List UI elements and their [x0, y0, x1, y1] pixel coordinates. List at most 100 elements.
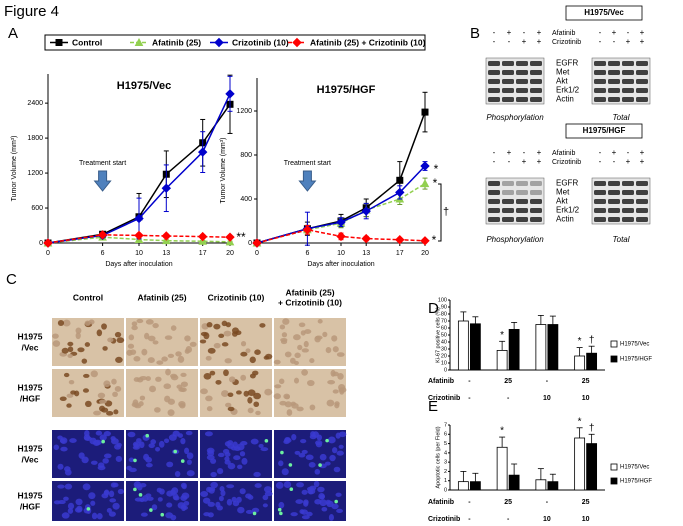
cell	[60, 437, 68, 444]
treatment-sign: -	[599, 37, 602, 46]
blot-band	[622, 70, 634, 75]
y-tick-label: 800	[240, 152, 252, 159]
cell	[210, 481, 218, 489]
cell	[182, 505, 189, 510]
row-label: /Vec	[21, 342, 38, 352]
marker	[225, 232, 235, 242]
x-axis-label: Days after inoculation	[105, 261, 172, 268]
bar	[508, 328, 520, 371]
cell	[247, 396, 253, 404]
cell	[84, 400, 92, 408]
cell	[166, 502, 173, 508]
cell	[251, 507, 260, 513]
cell	[139, 497, 145, 503]
treatment-label: 25	[582, 378, 590, 385]
cell	[237, 464, 243, 470]
marker	[396, 176, 404, 184]
annotation: *	[500, 330, 504, 341]
marker	[197, 147, 208, 157]
cell	[298, 322, 306, 328]
cell	[147, 335, 156, 342]
cell	[52, 333, 59, 339]
blot-band	[516, 97, 528, 102]
cell	[225, 402, 232, 408]
cell	[57, 463, 64, 470]
legend-swatch	[610, 340, 618, 348]
cell	[97, 462, 105, 468]
bar	[586, 443, 598, 491]
blot-title: H1975/Vec	[584, 8, 624, 17]
column-header: Afatinib (25)	[285, 287, 334, 297]
cell	[286, 409, 293, 416]
cell	[265, 353, 273, 360]
bar	[574, 355, 586, 371]
cell	[116, 337, 125, 344]
apoptotic-cell	[264, 439, 269, 443]
blot-band	[530, 61, 542, 66]
y-tick-label: 1200	[236, 108, 252, 115]
cell	[250, 438, 259, 445]
cell	[306, 511, 313, 517]
marker	[161, 231, 172, 241]
cell	[275, 481, 284, 489]
blot-band	[636, 97, 648, 102]
cell	[215, 379, 222, 385]
cell	[279, 400, 287, 406]
cell	[184, 348, 190, 354]
treatment-sign: -	[493, 148, 496, 157]
cell	[93, 410, 102, 416]
cell	[206, 454, 215, 461]
blot-band	[636, 88, 648, 93]
cell	[326, 399, 335, 407]
blot-band	[636, 199, 648, 204]
treatment-label: -	[468, 378, 471, 385]
treatment-name: Afatinib	[428, 378, 454, 385]
cell	[283, 481, 292, 488]
cell	[316, 434, 323, 441]
row-label: /HGF	[20, 501, 40, 511]
y-tick-label: 1	[444, 478, 447, 484]
treatment-sign: -	[599, 28, 602, 37]
cell	[308, 462, 316, 468]
y-tick-label: 0	[39, 240, 43, 247]
treatment-sign: -	[627, 148, 630, 157]
cell	[127, 431, 136, 438]
cell	[145, 319, 154, 325]
error-bar	[549, 315, 556, 325]
cell	[154, 407, 161, 413]
marker	[225, 89, 235, 99]
error-bar	[472, 316, 479, 324]
cell	[245, 509, 254, 515]
blot-band	[502, 79, 514, 84]
legend-swatch	[610, 463, 618, 471]
cell	[227, 462, 236, 470]
treatment-sign: +	[507, 148, 512, 157]
apoptotic-cell	[277, 507, 282, 512]
error-bar	[460, 471, 467, 482]
cell	[290, 512, 298, 517]
cell	[280, 337, 288, 343]
cell	[253, 392, 262, 400]
cell	[327, 436, 336, 444]
cell	[96, 513, 103, 520]
cell	[131, 321, 138, 327]
cell	[75, 498, 83, 506]
cell	[219, 485, 225, 492]
marker	[361, 206, 371, 216]
blot-band	[488, 79, 500, 84]
cell	[69, 438, 77, 443]
legend-label: H1975/HGF	[620, 479, 652, 485]
treatment-label: 10	[582, 395, 590, 402]
annotation: *	[578, 416, 582, 427]
blot-band	[608, 181, 620, 186]
cell	[227, 406, 235, 412]
marker	[43, 238, 53, 248]
legend-label: Control	[72, 37, 102, 47]
bar	[547, 324, 559, 371]
cell	[253, 401, 260, 408]
treatment-sign: -	[508, 37, 511, 46]
cell	[303, 340, 309, 348]
blot-band	[502, 61, 514, 66]
error-bar	[511, 463, 518, 476]
marker	[336, 231, 346, 242]
